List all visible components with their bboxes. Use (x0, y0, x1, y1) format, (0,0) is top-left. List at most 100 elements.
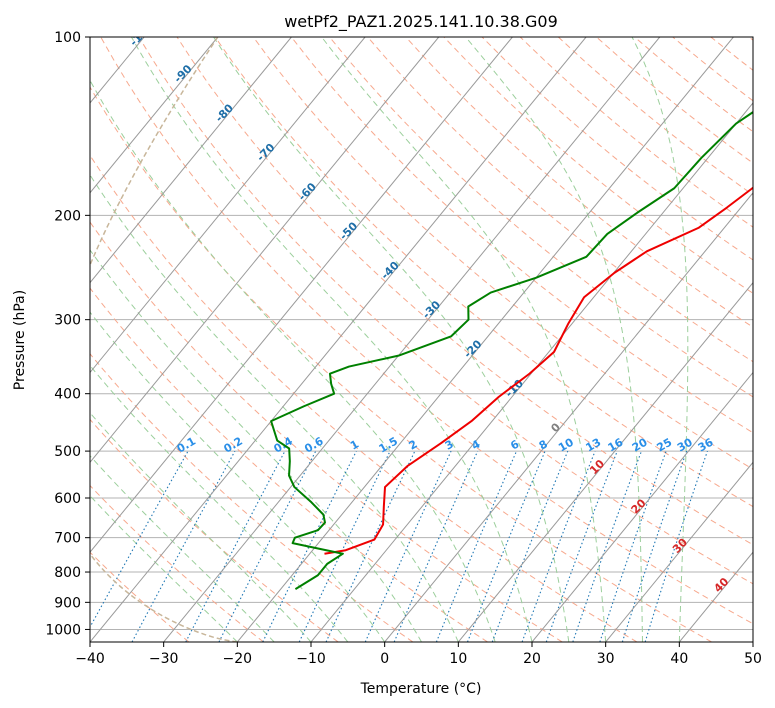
dry-adiabat (90, 551, 190, 642)
moist-adiabat (90, 495, 238, 642)
dry-adiabat (710, 37, 753, 71)
isotherm-label: -80 (213, 101, 236, 124)
mixing-ratio-label: 2 (407, 438, 420, 453)
isotherm-label: -20 (461, 337, 484, 360)
mixing-ratio-line (599, 450, 667, 642)
mixing-ratio-line (185, 450, 286, 642)
isoline-labels: 0.1 0.2 0.4 0.6 1 1.5 2 3 4 6 8 10 13 16 20 25 30 36-100-… (127, 37, 731, 595)
dry-adiabat (291, 37, 753, 434)
moist-adiabat (90, 364, 349, 642)
dry-adiabat (100, 37, 753, 625)
mixing-ratio-label: 30 (675, 435, 695, 454)
isotherms (0, 37, 753, 642)
isotherm-label: 40 (711, 575, 731, 595)
x-tick-label: −10 (296, 651, 326, 667)
dry-adiabat (252, 37, 753, 470)
dry-adiabat (634, 37, 753, 133)
isotherm (384, 192, 753, 642)
isotherm (678, 551, 753, 642)
isotherm-label: -30 (420, 298, 443, 321)
dry-adiabat (176, 37, 753, 546)
chart-title: wetPf2_PAZ1.2025.141.10.38.G09 (284, 12, 558, 32)
isotherm (531, 371, 753, 642)
isotherm (236, 37, 734, 642)
moist-adiabats (90, 37, 689, 642)
x-tick-label: 30 (597, 651, 615, 667)
mixing-ratio-label: 0.6 (302, 434, 326, 455)
moist-adiabat (213, 37, 570, 642)
mixing-ratio-lines (90, 450, 708, 642)
y-tick-label: 600 (54, 491, 81, 507)
dry-adiabat (329, 37, 753, 398)
mixing-ratio-label: 1 (348, 438, 361, 453)
y-axis-ticks: 100 200 300 400 500 600 700 800 900 1000 (45, 30, 90, 638)
isotherm (90, 37, 587, 642)
isotherm (90, 37, 366, 374)
dry-adiabat (519, 37, 753, 228)
dry-adiabat (90, 353, 414, 642)
mixing-ratio-line (466, 450, 546, 642)
dewpoint-profile (270, 110, 753, 590)
isotherm-label: -70 (254, 141, 277, 164)
moist-adiabat (90, 174, 459, 642)
moist-adiabat (90, 455, 275, 642)
x-tick-label: −20 (223, 651, 253, 667)
dry-adiabat (90, 287, 488, 642)
isotherm-label: -90 (171, 62, 194, 85)
x-tick-label: 50 (744, 651, 762, 667)
x-tick-label: −30 (149, 651, 179, 667)
isotherm (90, 37, 292, 284)
mixing-ratio-line (491, 450, 569, 642)
y-axis-label: Pressure (hPa) (12, 290, 28, 390)
isotherm (90, 37, 219, 194)
dry-adiabat (138, 37, 753, 585)
mixing-ratio-label: 10 (556, 435, 576, 454)
y-tick-label: 100 (54, 30, 81, 46)
dry-adiabat (214, 37, 753, 508)
moist-adiabat (631, 37, 689, 642)
y-tick-label: 400 (54, 387, 81, 403)
dry-adiabat (90, 86, 712, 642)
y-tick-label: 300 (54, 313, 81, 329)
y-tick-label: 500 (54, 444, 81, 460)
isotherm-label: 10 (587, 457, 607, 477)
mixing-ratio-line (393, 450, 479, 642)
x-tick-label: 0 (380, 651, 389, 667)
isotherm (752, 641, 753, 642)
isotherm (605, 461, 753, 642)
y-tick-label: 200 (54, 208, 81, 224)
plot-frame (89, 36, 754, 643)
mixing-ratio-line (644, 450, 708, 642)
sounding-series (270, 110, 753, 590)
mixing-ratio-line (621, 450, 688, 642)
pressure-gridlines (90, 37, 753, 630)
isotherm (0, 37, 70, 642)
y-tick-label: 700 (54, 531, 81, 547)
mixing-ratio-line (545, 450, 618, 642)
dry-adiabat (443, 37, 753, 294)
dry-adiabat (90, 221, 563, 642)
mixing-ratio-line (364, 450, 452, 642)
mixing-ratio-line (131, 450, 236, 642)
x-tick-label: −40 (75, 651, 105, 667)
mixing-ratio-line (218, 450, 317, 642)
y-tick-label: 900 (54, 595, 81, 611)
mixing-ratio-label: 16 (606, 435, 626, 454)
mixing-ratio-line (90, 450, 189, 629)
isotherm (457, 281, 753, 642)
dry-adiabat (367, 37, 753, 363)
moist-adiabat (465, 37, 643, 642)
moist-adiabat (321, 37, 607, 642)
mixing-ratio-label: 1.5 (377, 435, 400, 456)
isotherm (310, 102, 753, 642)
isotherm-label: -10 (503, 377, 526, 400)
dry-adiabat (90, 484, 264, 642)
x-axis-label: Temperature (°C) (360, 681, 482, 697)
y-tick-label: 800 (54, 565, 81, 581)
isotherm-label: -60 (296, 180, 319, 203)
plot-area: 0.1 0.2 0.4 0.6 1 1.5 2 3 4 6 8 10 13 16 20 25 30 36-100-… (0, 37, 753, 642)
isotherm-label: 20 (629, 496, 649, 516)
x-axis-ticks: −40 −30 −20 −10 0 10 20 30 40 50 (75, 642, 762, 667)
mixing-ratio-label: 25 (655, 436, 675, 455)
